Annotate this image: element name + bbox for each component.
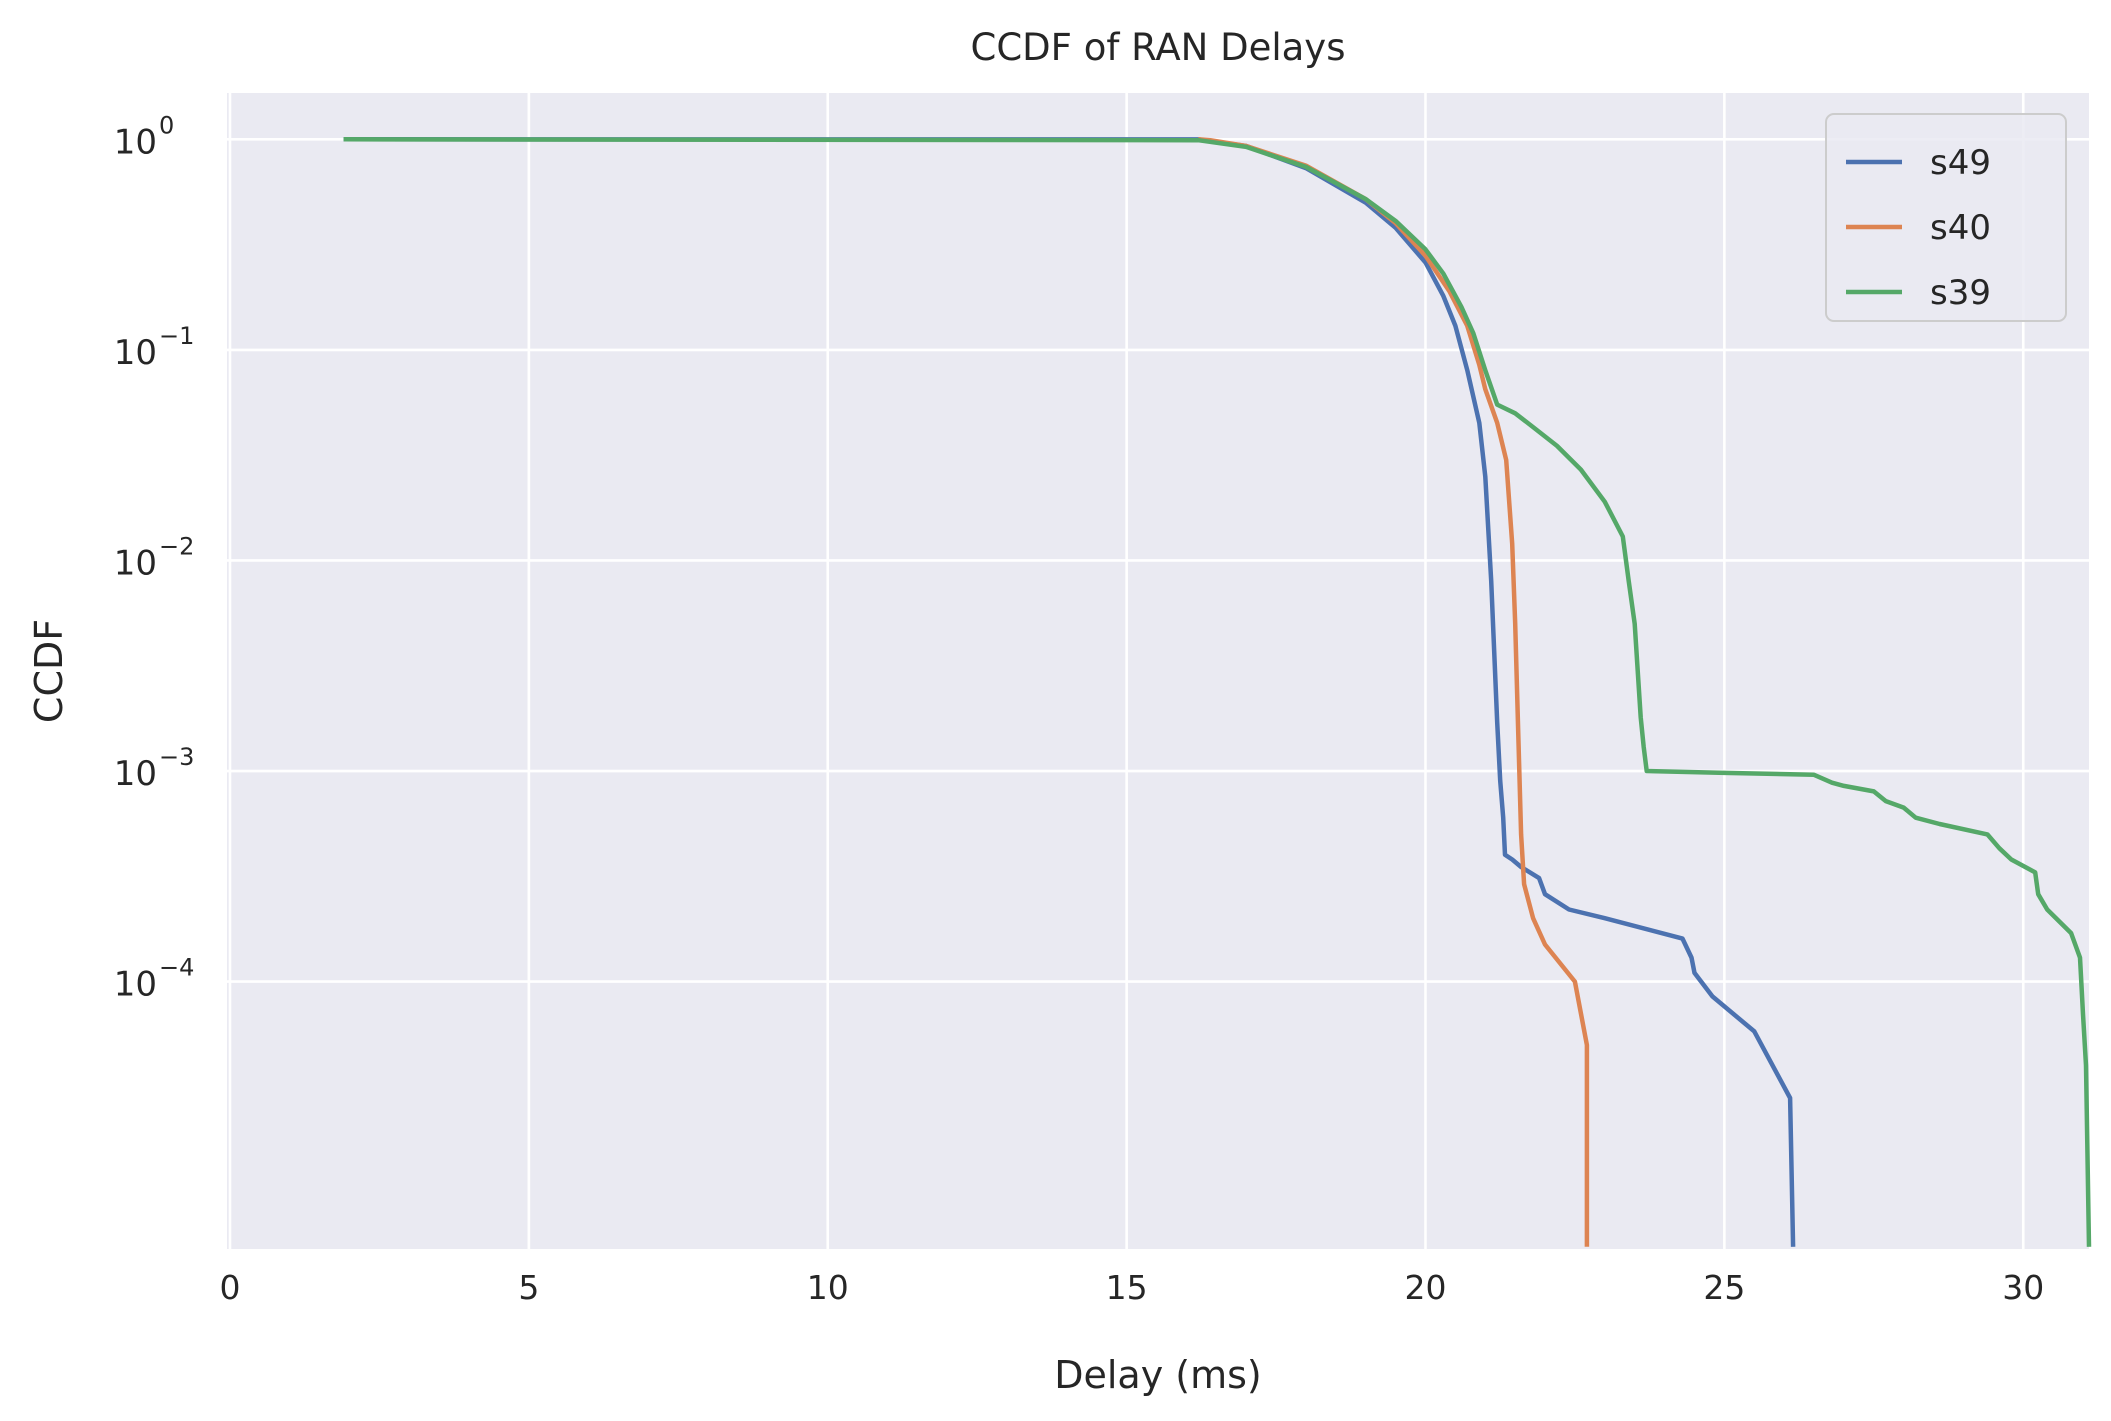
y-axis-label: CCDF xyxy=(27,619,71,723)
legend-label-s40: s40 xyxy=(1930,208,1991,248)
series-line-s39 xyxy=(343,137,2092,1247)
y-tick-label: 10 −3 xyxy=(114,743,195,794)
y-tick-exponent: −2 xyxy=(159,532,194,560)
x-tick-label: 10 xyxy=(807,1268,849,1307)
y-tick-label: 10 −4 xyxy=(114,954,195,1005)
series-layer xyxy=(343,137,2092,1247)
y-tick-base: 10 xyxy=(114,965,157,1005)
y-tick-base: 10 xyxy=(114,333,157,373)
x-tick-label: 20 xyxy=(1404,1268,1446,1307)
x-tick-label: 5 xyxy=(518,1268,539,1307)
y-tick-base: 10 xyxy=(114,754,157,794)
legend: s49 s40 s39 xyxy=(1825,113,2067,322)
chart-title: CCDF of RAN Delays xyxy=(971,26,1346,69)
y-tick-exponent: −3 xyxy=(159,743,194,771)
legend-label-s39: s39 xyxy=(1930,273,1991,313)
y-tick-exponent: 0 xyxy=(159,111,174,139)
y-tick-exponent: −1 xyxy=(159,322,194,350)
legend-label-s49: s49 xyxy=(1930,143,1991,183)
x-tick-label: 30 xyxy=(2002,1268,2044,1307)
y-tick-label: 10 0 xyxy=(114,111,175,162)
x-tick-label: 0 xyxy=(219,1268,240,1307)
y-tick-label: 10 −2 xyxy=(114,532,195,583)
y-tick-exponent: −4 xyxy=(159,954,194,982)
plot-area xyxy=(227,93,2089,1249)
y-tick-base: 10 xyxy=(114,122,157,162)
x-tick-label: 25 xyxy=(1703,1268,1745,1307)
y-tick-label: 10 −1 xyxy=(114,322,195,373)
x-axis-ticks: 0 5 10 15 20 25 30 xyxy=(219,1268,2044,1307)
x-axis-label: Delay (ms) xyxy=(1054,1353,1262,1397)
legend-box xyxy=(1825,113,2067,322)
x-tick-label: 15 xyxy=(1106,1268,1148,1307)
y-tick-base: 10 xyxy=(114,543,157,583)
series-line-s49 xyxy=(343,137,1796,1247)
